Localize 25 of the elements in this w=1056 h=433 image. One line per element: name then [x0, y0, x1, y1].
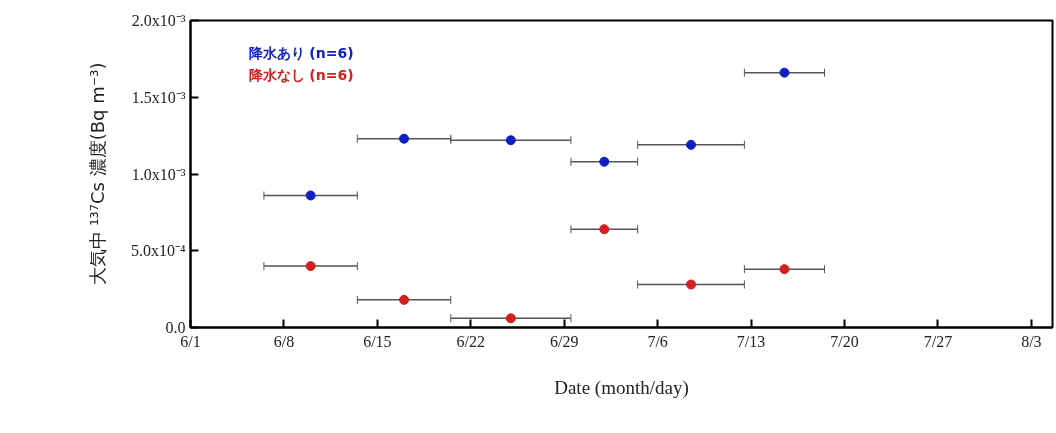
y-axis-title: 大気中 ¹³⁷Cs 濃度(Bq m⁻³): [86, 62, 108, 286]
x-tick-label: 6/15: [363, 332, 392, 350]
point: [505, 313, 516, 324]
x-tick-label: 6/29: [550, 332, 579, 350]
point: [599, 224, 610, 235]
point: [399, 133, 410, 144]
x-tick-label: 7/13: [736, 332, 766, 350]
y-tick-label: 2.0x10⁻³: [131, 12, 186, 29]
point: [305, 190, 316, 201]
y-tick-label: 1.0x10⁻³: [131, 165, 186, 183]
x-tick-label: 7/20: [830, 332, 859, 350]
y-tick-label: 1.5x10⁻³: [131, 88, 186, 106]
x-tick-label: 6/22: [456, 332, 486, 350]
x-tick-label: 8/3: [1021, 332, 1042, 350]
x-axis-title: Date (month/day): [554, 376, 689, 399]
text: 降水あり (n=6): [248, 44, 354, 61]
point: [399, 294, 410, 305]
point: [599, 156, 610, 167]
point: [505, 135, 516, 146]
text: 降水なし (n=6): [248, 66, 354, 83]
x-tick-label: 6/8: [273, 332, 295, 350]
y-tick-label: 5.0x10⁻⁴: [130, 242, 186, 260]
x-tick-label: 7/27: [923, 332, 953, 350]
point: [305, 261, 316, 272]
x-tick-label: 7/6: [647, 332, 668, 350]
